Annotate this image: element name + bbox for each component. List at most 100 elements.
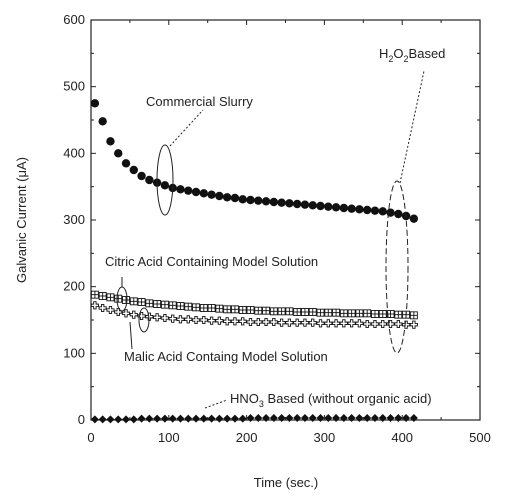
- data-point: [138, 299, 145, 306]
- data-point: [145, 415, 153, 423]
- x-tick-label: 300: [314, 430, 336, 445]
- data-point: [169, 315, 176, 322]
- data-point: [332, 320, 339, 327]
- data-point: [130, 415, 138, 423]
- x-tick-label: 200: [236, 430, 258, 445]
- data-point: [215, 192, 223, 200]
- hno3-leader: [205, 400, 227, 408]
- data-point: [402, 414, 410, 422]
- data-point: [364, 320, 371, 327]
- data-point: [254, 414, 262, 422]
- h2o2-leader: [400, 71, 424, 183]
- data-point: [207, 190, 215, 198]
- data-point: [410, 414, 418, 422]
- data-point: [99, 293, 106, 300]
- data-point: [200, 415, 208, 423]
- annotation-hno3-based: HNO3 Based (without organic acid): [230, 391, 432, 409]
- y-tick-label: 300: [63, 212, 85, 227]
- data-point: [123, 297, 130, 304]
- data-point: [270, 414, 278, 422]
- data-point: [176, 415, 184, 423]
- x-tick-label: 100: [158, 430, 180, 445]
- data-point: [340, 414, 348, 422]
- data-point: [161, 181, 169, 189]
- data-point: [277, 198, 285, 206]
- x-axis: 0100200300400500: [87, 20, 490, 445]
- data-point: [255, 318, 262, 325]
- data-point: [402, 321, 409, 328]
- malic-acid-leader: [130, 322, 132, 349]
- data-point: [332, 414, 340, 422]
- data-point: [246, 414, 254, 422]
- data-point: [270, 198, 278, 206]
- data-point: [309, 414, 317, 422]
- x-tick-label: 400: [391, 430, 413, 445]
- data-point: [348, 320, 355, 327]
- data-point: [184, 186, 192, 194]
- data-point: [340, 320, 347, 327]
- data-point: [309, 201, 317, 209]
- data-point: [98, 117, 106, 125]
- data-point: [200, 305, 207, 312]
- data-point: [153, 415, 161, 423]
- data-point: [324, 414, 332, 422]
- data-point: [91, 415, 99, 423]
- data-point: [106, 137, 114, 145]
- data-point: [154, 314, 161, 321]
- data-point: [278, 414, 286, 422]
- data-point: [363, 206, 371, 214]
- y-axis-label: Galvanic Current (μA): [14, 157, 29, 283]
- data-point: [340, 310, 347, 317]
- annotation-citric-acid: Citric Acid Containing Model Solution: [105, 254, 318, 269]
- y-tick-label: 100: [63, 345, 85, 360]
- data-point: [137, 172, 145, 180]
- data-point: [270, 318, 277, 325]
- data-point: [247, 318, 254, 325]
- data-point: [356, 310, 363, 317]
- data-point: [263, 307, 270, 314]
- annotation-h2o2-based: H2O2Based: [379, 46, 445, 64]
- data-point: [270, 308, 277, 315]
- data-point: [231, 415, 239, 423]
- x-tick-label: 0: [87, 430, 94, 445]
- data-point: [115, 308, 122, 315]
- data-point: [355, 205, 363, 213]
- data-point: [301, 309, 308, 316]
- y-tick-label: 0: [78, 412, 85, 427]
- series-commercial-slurry: [91, 99, 418, 223]
- data-point: [395, 311, 402, 318]
- data-point: [114, 415, 122, 423]
- data-point: [246, 196, 254, 204]
- data-point: [130, 298, 137, 305]
- commercial-slurry-leader: [170, 110, 203, 146]
- data-point: [91, 291, 98, 298]
- data-point: [387, 414, 395, 422]
- data-point: [301, 414, 309, 422]
- data-point: [262, 197, 270, 205]
- data-point: [161, 415, 169, 423]
- data-point: [379, 320, 386, 327]
- data-point: [216, 305, 223, 312]
- data-point: [286, 319, 293, 326]
- data-point: [239, 195, 247, 203]
- data-point: [200, 316, 207, 323]
- data-point: [161, 301, 168, 308]
- data-point: [138, 415, 146, 423]
- data-point: [410, 214, 418, 222]
- data-point: [169, 415, 177, 423]
- data-point: [355, 414, 363, 422]
- data-point: [285, 199, 293, 207]
- data-point: [262, 318, 269, 325]
- data-point: [325, 320, 332, 327]
- data-point: [379, 207, 387, 215]
- data-point: [223, 193, 231, 201]
- data-point: [239, 318, 246, 325]
- data-point: [200, 189, 208, 197]
- data-point: [91, 99, 99, 107]
- y-tick-label: 400: [63, 145, 85, 160]
- data-point: [285, 414, 293, 422]
- data-point: [301, 200, 309, 208]
- data-point: [192, 415, 200, 423]
- data-point: [177, 316, 184, 323]
- data-point: [223, 415, 231, 423]
